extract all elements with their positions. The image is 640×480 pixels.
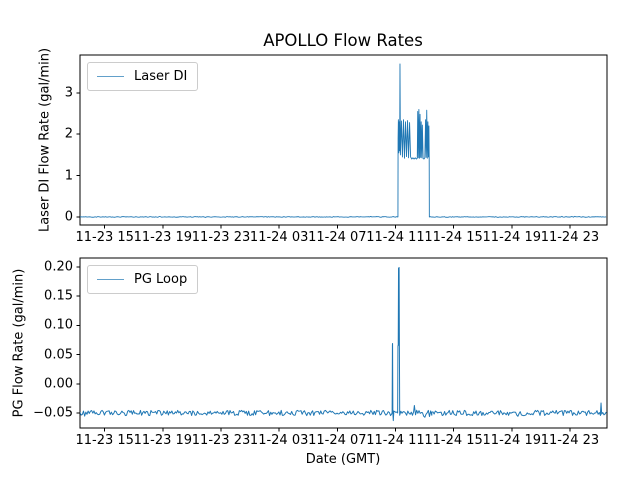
x-tick-label: 11-24 03 [249,230,309,245]
legend-laser-di: Laser DI [87,62,199,91]
x-tick-label: 11-23 15 [75,433,134,448]
x-tick-label: 11-24 15 [424,230,483,245]
y-tick-label: 0 [64,209,73,225]
x-tick-label: 11-23 15 [75,230,134,245]
series-line-laser-di [80,63,607,218]
y-tick-label: 0.15 [44,288,73,304]
y-tick-label: 0.10 [44,317,73,333]
x-tick-label: 11-24 19 [482,433,541,448]
x-tick-label: 11-24 15 [424,433,483,448]
y-tick-label: 0.20 [44,259,73,275]
x-tick-label: 11-24 07 [308,433,367,448]
axes-frame-0 [79,54,608,226]
legend-line-sample-pg-loop [97,278,124,281]
y-axis-label-pg: PG Flow Rate (gal/min) [11,268,27,418]
series-line-pg-loop [80,267,607,422]
x-tick-label: 11-23 19 [133,230,193,245]
y-axis-label-laser-di: Laser DI Flow Rate (gal/min) [37,47,53,233]
y-tick-label: 0.00 [44,376,73,392]
x-tick-label: 11-24 23 [540,230,600,245]
y-tick-label: 3 [64,85,73,101]
chart-title: APOLLO Flow Rates [263,31,423,50]
y-tick-label: 0.05 [44,347,73,363]
x-tick-label: 11-24 19 [482,230,541,245]
x-tick-label: 11-23 19 [133,433,193,448]
y-tick-label: 2 [64,126,73,142]
legend-pg-loop: PG Loop [87,265,199,294]
y-tick-label: 1 [64,168,73,184]
legend-label-laser-di: Laser DI [134,69,188,84]
x-tick-label: 11-24 11 [366,230,425,245]
legend-line-sample-laser-di [97,75,124,78]
axes-frame-1 [79,257,608,429]
x-tick-label: 11-24 03 [249,433,309,448]
legend-label-pg-loop: PG Loop [134,272,188,287]
x-tick-label: 11-24 11 [366,433,425,448]
x-tick-label: 11-24 07 [308,230,367,245]
x-tick-label: 11-24 23 [540,433,600,448]
x-tick-label: 11-23 23 [191,433,251,448]
x-axis-label: Date (GMT) [305,452,381,467]
y-tick-label: −0.05 [33,405,73,421]
x-tick-label: 11-23 23 [191,230,251,245]
